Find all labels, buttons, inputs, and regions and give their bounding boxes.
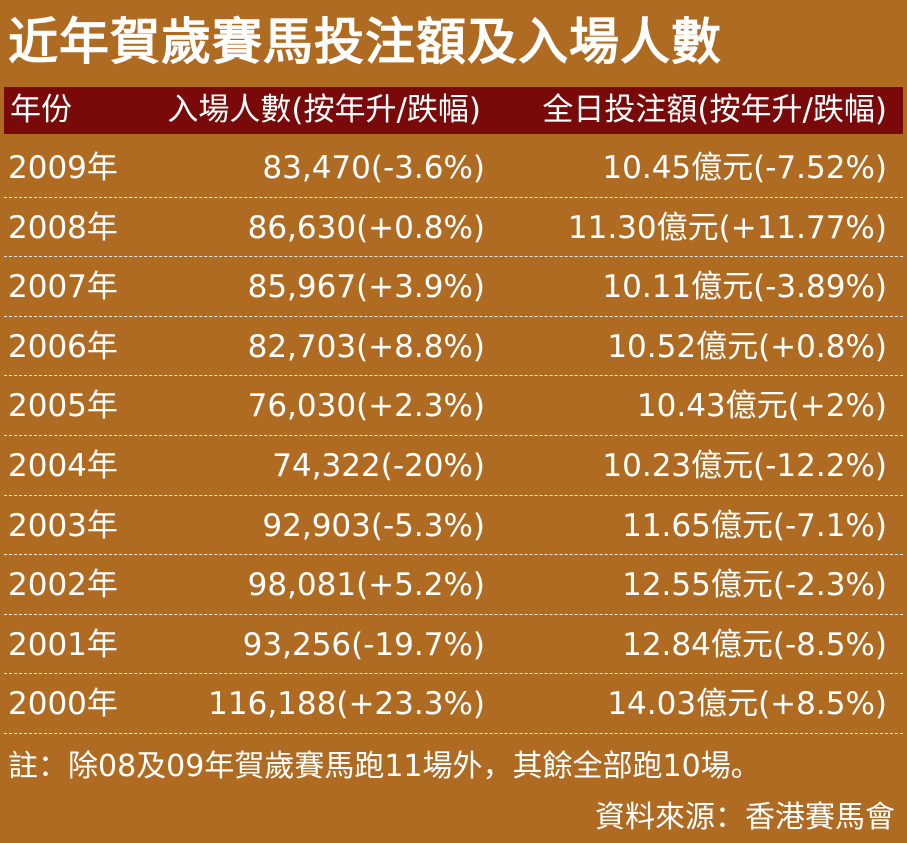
table-row: 2000年 116,188(+23.3%) 14.03億元(+8.5%) <box>4 674 903 734</box>
cell-turnover: 11.30億元(+11.77%) <box>567 209 887 246</box>
cell-year: 2003年 <box>8 507 118 544</box>
cell-year: 2001年 <box>8 626 118 663</box>
cell-attendance: 86,630(+0.8%) <box>247 209 485 246</box>
cell-year: 2009年 <box>8 150 118 186</box>
table-header: 年份 入場人數(按年升/跌幅) 全日投注額(按年升/跌幅) <box>4 87 903 134</box>
cell-year: 2000年 <box>8 686 118 723</box>
cell-turnover: 10.45億元(-7.52%) <box>602 150 887 186</box>
cell-attendance: 83,470(-3.6%) <box>262 150 485 186</box>
cell-year: 2005年 <box>8 388 118 425</box>
cell-turnover: 11.65億元(-7.1%) <box>622 507 887 544</box>
table-row: 2005年 76,030(+2.3%) 10.43億元(+2%) <box>4 376 903 436</box>
table-row: 2003年 92,903(-5.3%) 11.65億元(-7.1%) <box>4 496 903 556</box>
table-row: 2002年 98,081(+5.2%) 12.55億元(-2.3%) <box>4 555 903 615</box>
table-row: 2001年 93,256(-19.7%) 12.84億元(-8.5%) <box>4 615 903 675</box>
cell-attendance: 85,967(+3.9%) <box>247 269 485 306</box>
header-turnover: 全日投注額(按年升/跌幅) <box>542 92 887 128</box>
cell-attendance: 93,256(-19.7%) <box>242 626 485 663</box>
page-title: 近年賀歲賽馬投注額及入場人數 <box>8 13 722 71</box>
cell-turnover: 10.52億元(+0.8%) <box>607 328 887 365</box>
cell-turnover: 10.43億元(+2%) <box>636 388 887 425</box>
cell-attendance: 92,903(-5.3%) <box>262 507 485 544</box>
cell-attendance: 82,703(+8.8%) <box>247 328 485 365</box>
header-attendance: 入場人數(按年升/跌幅) <box>167 92 481 128</box>
cell-attendance: 116,188(+23.3%) <box>208 686 485 723</box>
header-year: 年份 <box>10 92 72 128</box>
cell-attendance: 76,030(+2.3%) <box>247 388 485 425</box>
cell-year: 2008年 <box>8 209 118 246</box>
cell-turnover: 12.55億元(-2.3%) <box>622 567 887 604</box>
cell-year: 2006年 <box>8 328 118 365</box>
cell-turnover: 10.23億元(-12.2%) <box>602 447 887 484</box>
cell-turnover: 12.84億元(-8.5%) <box>622 626 887 663</box>
cell-attendance: 74,322(-20%) <box>272 447 485 484</box>
table-row: 2006年 82,703(+8.8%) 10.52億元(+0.8%) <box>4 317 903 377</box>
cell-year: 2004年 <box>8 447 118 484</box>
table-body: 2009年 83,470(-3.6%) 10.45億元(-7.52%) 2008… <box>4 138 903 734</box>
cell-attendance: 98,081(+5.2%) <box>247 567 485 604</box>
cell-year: 2002年 <box>8 567 118 604</box>
table-row: 2009年 83,470(-3.6%) 10.45億元(-7.52%) <box>4 138 903 198</box>
table-row: 2004年 74,322(-20%) 10.23億元(-12.2%) <box>4 436 903 496</box>
cell-year: 2007年 <box>8 269 118 306</box>
footnote: 註：除08及09年賀歲賽馬跑11場外，其餘全部跑10場。 <box>8 749 761 784</box>
cell-turnover: 10.11億元(-3.89%) <box>602 269 887 306</box>
table-row: 2008年 86,630(+0.8%) 11.30億元(+11.77%) <box>4 198 903 258</box>
table-row: 2007年 85,967(+3.9%) 10.11億元(-3.89%) <box>4 257 903 317</box>
cell-turnover: 14.03億元(+8.5%) <box>607 686 887 723</box>
source-credit: 資料來源：香港賽馬會 <box>595 800 895 835</box>
